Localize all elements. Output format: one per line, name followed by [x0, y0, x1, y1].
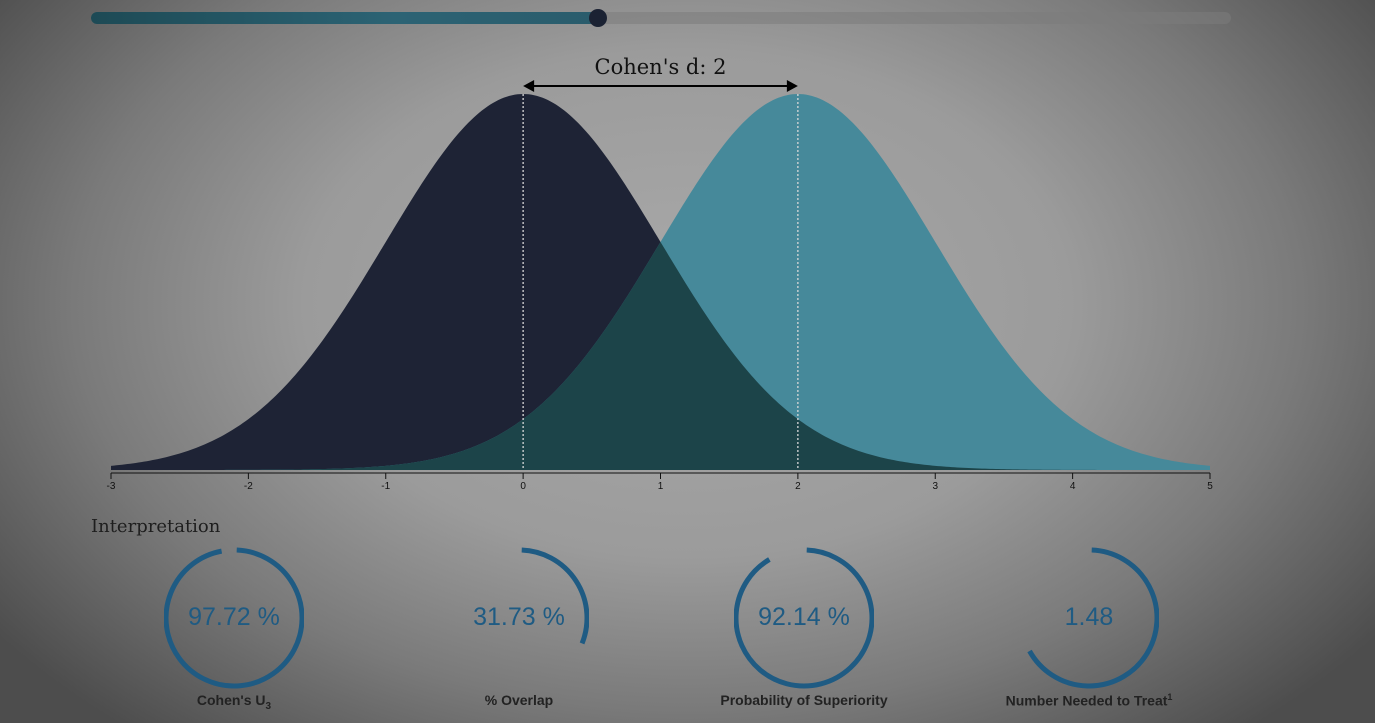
x-tick-label: 2: [795, 481, 801, 492]
distribution-chart: -3 -2 -1 0 1 2 3 4 5 Cohen's d: 2: [107, 55, 1214, 492]
gauge-arc: [521, 547, 589, 645]
gauge-value: 1.48: [1064, 603, 1114, 631]
x-tick-label: 3: [932, 481, 938, 492]
interpretation-heading: Interpretation: [91, 516, 221, 537]
gauge-cohens-u3: 97.72 % Cohen's U3: [124, 545, 344, 715]
gauge-value: 92.14 %: [758, 603, 850, 631]
gauge-ring: [521, 547, 589, 645]
x-tick-label: 0: [520, 481, 526, 492]
effect-size-slider-thumb[interactable]: [588, 9, 607, 27]
gauge-label: Probability of Superiority: [720, 692, 888, 708]
gauge-value: 97.72 %: [188, 603, 280, 631]
gauge-label: Number Needed to Treat1: [1005, 692, 1173, 709]
gauge-label: % Overlap: [484, 692, 554, 708]
x-tick-label: 5: [1207, 481, 1213, 492]
gauge-ring: [734, 547, 874, 689]
gauge-arc: [734, 547, 874, 689]
x-tick-label: 1: [658, 481, 664, 492]
gauge-value: 31.73 %: [473, 603, 565, 631]
x-tick-label: 4: [1070, 481, 1076, 492]
gauge-probability-of-superiority: 92.14 % Probability of Superiority: [694, 545, 914, 715]
x-tick-label: -1: [381, 481, 390, 492]
gauge-overlap: 31.73 % % Overlap: [409, 545, 629, 715]
chart-title: Cohen's d: 2: [595, 55, 727, 79]
x-tick-label: -3: [107, 481, 116, 492]
x-tick-label: -2: [244, 481, 253, 492]
gauge-arc: [1027, 547, 1159, 689]
gauge-ring: [1027, 547, 1159, 689]
effect-size-slider-fill: [91, 12, 598, 24]
gauge-arc: [164, 547, 304, 689]
arrowhead-left: [523, 80, 535, 92]
gauge-ring: [164, 547, 304, 689]
overlap-area: [111, 241, 1210, 470]
arrowhead-right: [786, 80, 798, 92]
gauge-number-needed-to-treat: 1.48 Number Needed to Treat1: [979, 545, 1199, 715]
gauge-label: Cohen's U3: [196, 692, 272, 712]
